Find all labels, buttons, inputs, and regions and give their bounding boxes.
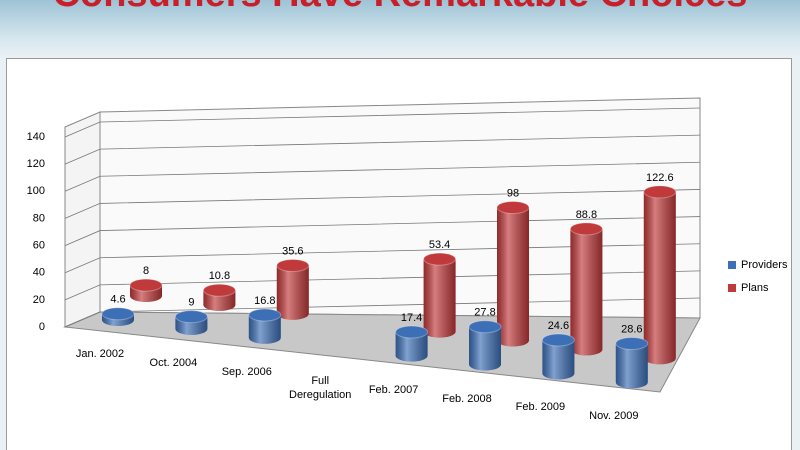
y-tick-label: 0 [39,321,45,333]
value-label: 28.6 [621,323,642,335]
bar-top [496,201,530,214]
value-label: 122.6 [646,172,674,184]
grid-line [64,134,701,165]
grid-line [64,189,701,219]
bar-shade [395,331,428,362]
y-tick-label: 120 [27,158,45,170]
bar-top [468,320,502,334]
bar-top [101,307,135,321]
bar-top [541,333,575,347]
value-label: 98 [507,187,519,199]
legend-label: Plans [741,282,769,294]
x-tick-label: Sep. 2006 [221,365,272,378]
bar-top [395,325,429,339]
x-tick-label: Full Deregulation [289,374,352,401]
bar [615,336,649,389]
bar-top [615,336,649,350]
bar [423,252,457,338]
value-label: 24.6 [548,320,569,332]
bar [129,278,163,302]
bar-shade [643,191,676,365]
bar-shade [248,315,281,344]
legend-swatch [728,284,736,292]
bar-top [174,310,208,324]
bar-shade [469,326,501,371]
bar [569,222,603,356]
floor [63,311,701,393]
back-wall [99,97,701,319]
value-label: 16.8 [254,295,275,307]
slide-title: Consumers Have Remarkable Choices [53,0,748,15]
bar-top [569,222,603,236]
legend-label: Providers [741,259,788,271]
grid-line [64,107,701,138]
bar-top [202,283,236,297]
bar [541,333,575,380]
bar-shade [423,259,456,338]
y-tick-label: 80 [33,212,45,224]
y-tick-label: 140 [27,131,45,143]
bar-top [276,258,310,272]
value-label: 8 [143,265,149,277]
bar-shade [570,228,603,356]
x-tick-label: Jan. 2002 [75,348,125,360]
bar-top [248,308,282,322]
value-label: 10.8 [209,270,230,282]
y-tick-label: 40 [33,267,45,279]
bar-top [129,278,163,292]
x-tick-label: Feb. 2009 [515,401,566,414]
value-label: 4.6 [110,294,125,306]
bar-top [643,185,677,199]
bar [468,320,502,371]
x-tick-label: Oct. 2004 [149,356,198,369]
x-tick-label: Feb. 2007 [368,383,419,396]
bar-shade [615,343,648,389]
bar [276,258,310,320]
bar [202,283,236,311]
bar [101,307,135,326]
value-label: 27.8 [474,307,495,319]
x-tick-label: Feb. 2008 [442,392,492,405]
bar [248,308,282,344]
y-tick-label: 60 [33,239,45,251]
bar [643,185,677,365]
bar [395,325,429,362]
value-label: 53.4 [429,239,450,251]
legend-swatch [728,261,736,269]
value-label: 9 [188,297,194,309]
bar-shade [542,340,575,380]
x-tick-label: Nov. 2009 [589,410,639,423]
value-label: 17.4 [401,312,422,324]
side-wall [64,111,101,328]
bar [496,201,530,347]
bar-shade [497,207,529,347]
value-label: 88.8 [576,209,597,221]
bar [174,310,208,335]
grid-line [64,161,701,192]
y-tick-label: 20 [33,294,45,306]
bar-shade [276,265,309,320]
value-label: 35.6 [282,245,303,257]
y-tick-label: 100 [27,185,45,197]
bar-top [423,252,457,266]
